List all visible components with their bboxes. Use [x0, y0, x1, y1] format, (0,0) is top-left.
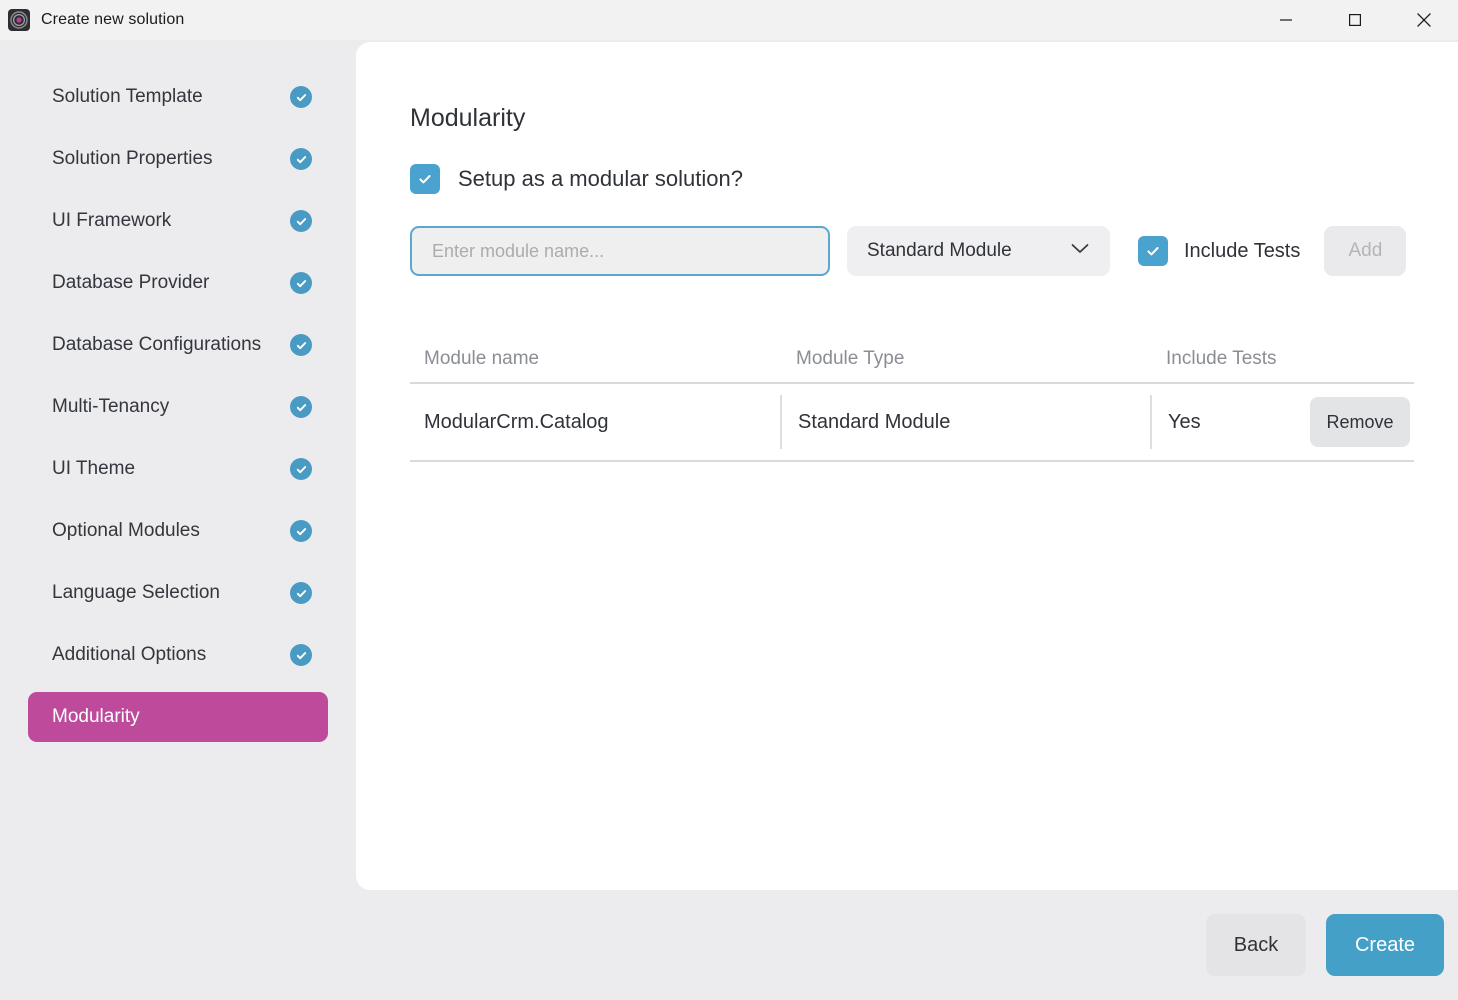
sidebar-item-solution-properties[interactable]: Solution Properties: [28, 134, 328, 184]
step-complete-check-icon: [290, 582, 312, 604]
back-button[interactable]: Back: [1206, 914, 1306, 976]
modules-table: Module name Module Type Include Tests Mo…: [410, 336, 1414, 462]
sidebar-item-modularity[interactable]: Modularity: [28, 692, 328, 742]
sidebar-item-ui-theme[interactable]: UI Theme: [28, 444, 328, 494]
remove-module-button[interactable]: Remove: [1310, 397, 1410, 447]
step-complete-check-icon: [290, 644, 312, 666]
table-header-row: Module name Module Type Include Tests: [410, 336, 1414, 384]
minimize-icon[interactable]: [1251, 0, 1320, 40]
modular-solution-checkbox-row[interactable]: Setup as a modular solution?: [410, 164, 743, 194]
step-complete-check-icon: [290, 210, 312, 232]
abp-studio-icon: [8, 9, 30, 31]
main-content-panel: Modularity Setup as a modular solution? …: [356, 42, 1458, 890]
chevron-down-icon: [1070, 242, 1090, 260]
sidebar-item-label: Language Selection: [52, 582, 220, 604]
include-tests-label: Include Tests: [1184, 239, 1301, 262]
title-bar: Create new solution: [0, 0, 1458, 40]
sidebar-item-label: Optional Modules: [52, 520, 200, 542]
step-complete-check-icon: [290, 396, 312, 418]
module-name-input[interactable]: [410, 226, 830, 276]
cell-actions: Remove: [1310, 395, 1414, 449]
sidebar-item-label: Additional Options: [52, 644, 207, 666]
sidebar-item-additional-options[interactable]: Additional Options: [28, 630, 328, 680]
sidebar-item-label: Multi-Tenancy: [52, 396, 170, 418]
sidebar-item-language-selection[interactable]: Language Selection: [28, 568, 328, 618]
add-module-form: Standard Module Include Tests Add: [410, 226, 1407, 276]
sidebar-item-label: Database Configurations: [52, 334, 262, 356]
step-complete-check-icon: [290, 272, 312, 294]
sidebar-item-label: Solution Template: [52, 86, 203, 108]
sidebar-item-label: UI Framework: [52, 210, 172, 232]
step-complete-check-icon: [290, 86, 312, 108]
create-button[interactable]: Create: [1326, 914, 1444, 976]
column-header-module-type: Module Type: [796, 348, 905, 369]
include-tests-checkbox[interactable]: [1138, 236, 1168, 266]
window-title: Create new solution: [41, 11, 185, 28]
table-row: ModularCrm.Catalog Standard Module Yes R…: [410, 384, 1414, 462]
sidebar-item-optional-modules[interactable]: Optional Modules: [28, 506, 328, 556]
footer-bar: Back Create: [0, 890, 1458, 1000]
sidebar-item-solution-template[interactable]: Solution Template: [28, 72, 328, 122]
step-complete-check-icon: [290, 458, 312, 480]
include-tests-checkbox-row[interactable]: Include Tests: [1138, 236, 1300, 266]
maximize-icon[interactable]: [1320, 0, 1389, 40]
sidebar-item-database-configurations[interactable]: Database Configurations: [28, 320, 328, 370]
add-module-button[interactable]: Add: [1324, 226, 1407, 276]
sidebar-item-database-provider[interactable]: Database Provider: [28, 258, 328, 308]
window-controls: [1251, 0, 1458, 40]
sidebar-item-label: Database Provider: [52, 272, 210, 294]
sidebar-item-label: Modularity: [52, 706, 140, 728]
step-complete-check-icon: [290, 334, 312, 356]
cell-module-type: Standard Module: [780, 395, 1150, 449]
column-header-module-name: Module name: [424, 348, 540, 369]
cell-module-name: ModularCrm.Catalog: [424, 410, 609, 433]
page-title: Modularity: [410, 104, 526, 132]
cell-include-tests: Yes: [1150, 395, 1310, 449]
step-complete-check-icon: [290, 148, 312, 170]
step-complete-check-icon: [290, 520, 312, 542]
sidebar-item-ui-framework[interactable]: UI Framework: [28, 196, 328, 246]
modular-solution-label: Setup as a modular solution?: [458, 166, 743, 191]
module-type-select[interactable]: Standard Module: [847, 226, 1110, 276]
modular-solution-checkbox[interactable]: [410, 164, 440, 194]
sidebar-item-label: UI Theme: [52, 458, 136, 480]
module-type-value: Standard Module: [867, 240, 1012, 261]
column-header-include-tests: Include Tests: [1166, 348, 1277, 369]
sidebar-item-label: Solution Properties: [52, 148, 213, 170]
close-icon[interactable]: [1389, 0, 1458, 40]
wizard-steps-sidebar: Solution Template Solution Properties UI…: [0, 40, 356, 1000]
sidebar-item-multi-tenancy[interactable]: Multi-Tenancy: [28, 382, 328, 432]
